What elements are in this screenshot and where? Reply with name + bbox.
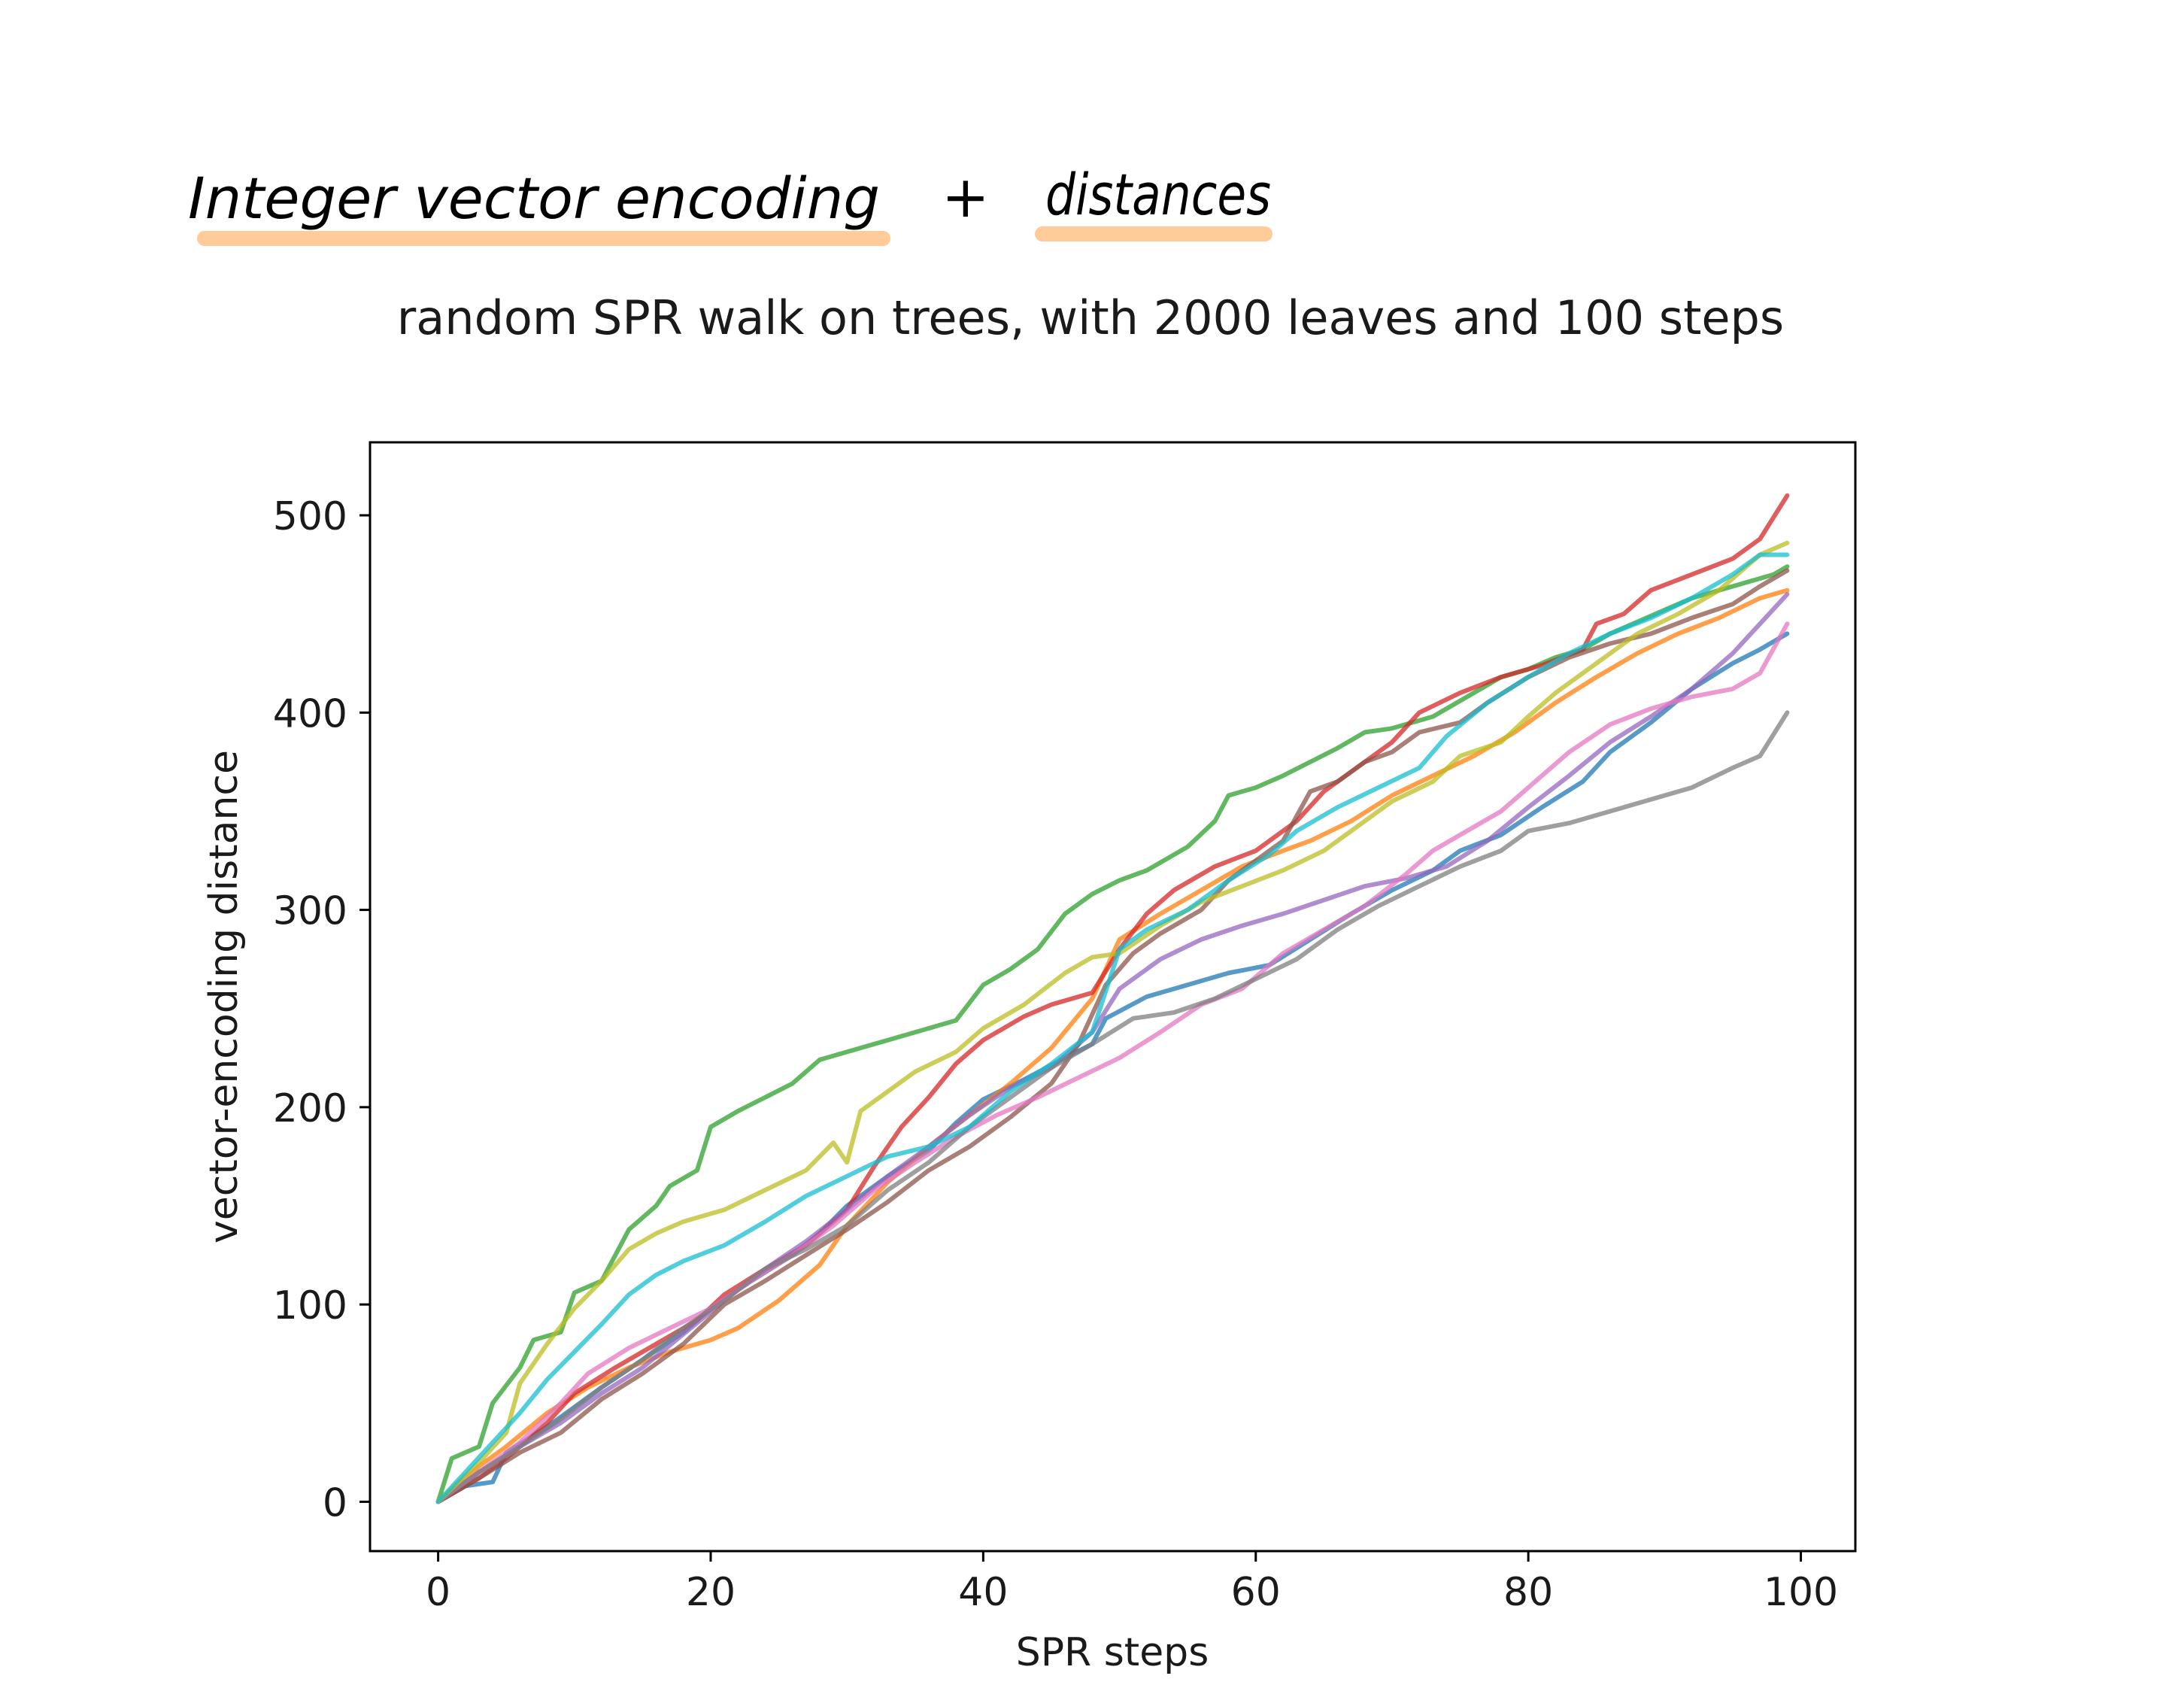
series-line-9 bbox=[435, 540, 1790, 1504]
series-line-10 bbox=[435, 552, 1790, 1504]
x-tick-label: 80 bbox=[1503, 1570, 1553, 1615]
series-line-7 bbox=[435, 621, 1790, 1504]
heading-connector: + bbox=[942, 163, 990, 230]
y-tick-label: 100 bbox=[273, 1283, 347, 1328]
series-line-5 bbox=[435, 592, 1790, 1504]
x-tick-label: 40 bbox=[958, 1570, 1008, 1615]
highlight-underline-1 bbox=[197, 231, 890, 246]
heading-part1: Integer vector encoding bbox=[188, 165, 880, 232]
y-tick-label: 200 bbox=[273, 1086, 347, 1131]
series-line-2 bbox=[435, 587, 1790, 1504]
highlight-underline-2 bbox=[1035, 226, 1272, 241]
plot-frame bbox=[369, 441, 1857, 1553]
chart-title: random SPR walk on trees, with 2000 leav… bbox=[397, 290, 1784, 345]
y-axis-label: vector-encoding distance bbox=[202, 750, 247, 1243]
x-tick-label: 0 bbox=[426, 1570, 450, 1615]
x-axis-label: SPR steps bbox=[1016, 1630, 1209, 1675]
x-tick-label: 100 bbox=[1764, 1570, 1838, 1615]
series-line-8 bbox=[435, 710, 1790, 1504]
x-tick-label: 20 bbox=[686, 1570, 736, 1615]
x-tick-label: 60 bbox=[1231, 1570, 1281, 1615]
plot-area bbox=[435, 493, 1790, 1504]
series-line-6 bbox=[435, 568, 1790, 1504]
y-tick-label: 500 bbox=[273, 494, 347, 539]
y-tick-label: 300 bbox=[273, 889, 347, 934]
handwritten-heading: Integer vector encoding + distances bbox=[188, 161, 1272, 246]
heading-part2: distances bbox=[1045, 161, 1271, 228]
y-tick-label: 0 bbox=[323, 1480, 347, 1526]
axis-ticks: 0 20 40 60 80 100 0 100 200 300 400 500 bbox=[273, 494, 1838, 1615]
y-tick-label: 400 bbox=[273, 691, 347, 736]
